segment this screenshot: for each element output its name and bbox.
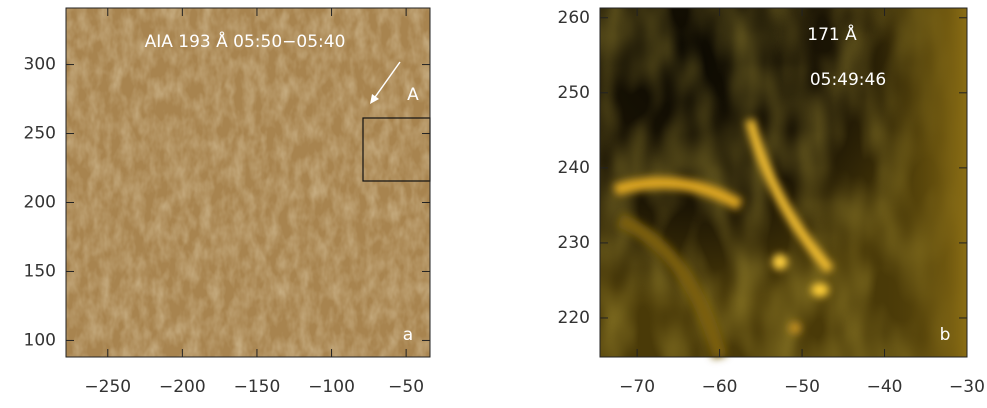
limb — [880, 8, 967, 357]
y-tick-label: 240 — [558, 158, 590, 178]
annotation: A — [407, 85, 419, 105]
x-tick-label: −100 — [308, 377, 355, 397]
y-tick-label: 300 — [24, 55, 56, 75]
x-tick-label: −150 — [234, 377, 281, 397]
x-tick-label: −60 — [702, 377, 738, 397]
y-tick-label: 250 — [24, 124, 56, 144]
figure: −250 −200 −150 −100 −50 100 150 200 250 300 a AIA 1… — [0, 0, 987, 408]
y-tick-label: 250 — [558, 83, 590, 103]
panel-label: a — [403, 325, 413, 345]
x-tick-label: −50 — [388, 377, 424, 397]
x-tick-label: −40 — [867, 377, 903, 397]
image-title: AIA 193 Å 05:50−05:40 — [145, 30, 346, 52]
y-tick-label: 230 — [558, 233, 590, 253]
image-a-texture — [66, 8, 430, 357]
panel-label: b — [940, 325, 951, 345]
y-tick-label: 200 — [24, 193, 56, 213]
image-title: 171 Å — [807, 23, 857, 45]
y-tick-label: 150 — [24, 261, 56, 281]
y-tick-label: 100 — [24, 330, 56, 350]
y-tick-label: 220 — [558, 308, 590, 328]
image-subtitle: 05:49:46 — [810, 70, 886, 90]
x-tick-label: −50 — [784, 377, 820, 397]
x-tick-label: −250 — [84, 377, 131, 397]
x-tick-label: −70 — [619, 377, 655, 397]
x-tick-label: −30 — [949, 377, 985, 397]
y-tick-label: 260 — [558, 8, 590, 28]
x-tick-label: −200 — [159, 377, 206, 397]
